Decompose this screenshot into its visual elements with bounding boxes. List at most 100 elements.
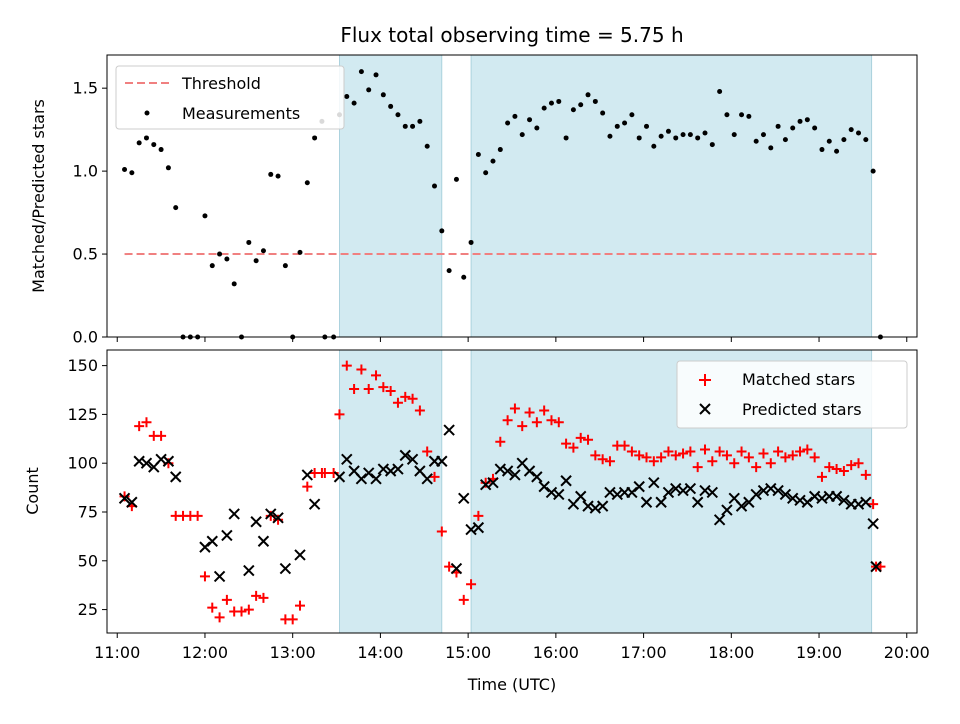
matched-star-marker	[583, 434, 594, 445]
matched-star-marker	[553, 417, 564, 428]
matched-star-marker	[838, 466, 849, 477]
measurement-point	[527, 117, 533, 123]
matched-star-marker	[743, 452, 754, 463]
shaded-region-1	[470, 54, 873, 338]
predicted-star-marker	[801, 496, 814, 508]
x-axis-label: Time (UTC)	[467, 675, 556, 694]
predicted-star-marker	[867, 517, 879, 530]
predicted-star-marker	[355, 473, 368, 485]
predicted-star-marker	[450, 562, 463, 575]
measurement-point	[775, 123, 781, 129]
matched-star-marker	[258, 592, 269, 603]
measurement-point	[826, 138, 832, 144]
measurement-point	[548, 100, 554, 106]
matched-star-marker	[758, 448, 769, 459]
predicted-star-marker	[436, 455, 448, 467]
matched-star-marker	[509, 403, 520, 414]
measurement-point	[768, 145, 774, 151]
predicted-star-marker	[228, 508, 240, 520]
matched-star-marker	[714, 446, 725, 457]
matched-star-marker	[729, 458, 740, 469]
measurement-point	[395, 112, 401, 118]
matched-star-marker	[341, 360, 352, 371]
measurement-point	[782, 137, 788, 143]
predicted-star-marker	[333, 471, 346, 483]
matched-star-marker	[466, 579, 477, 590]
bottom-legend-box	[676, 360, 908, 429]
shaded-region-0	[339, 349, 443, 634]
matched-star-marker	[860, 469, 871, 480]
measurement-point	[848, 127, 854, 133]
predicted-star-marker	[713, 514, 726, 526]
predicted-star-marker	[523, 465, 536, 477]
measurement-point	[143, 135, 149, 141]
measurement-point	[282, 263, 288, 269]
predicted-star-marker	[370, 473, 382, 485]
measurement-point	[224, 256, 230, 262]
measurement-point	[351, 100, 357, 106]
top-legend-box	[115, 65, 345, 130]
legend-measurements-label: Measurements	[182, 104, 300, 123]
predicted-star-marker	[126, 496, 138, 508]
matched-star-marker	[385, 385, 396, 396]
matched-star-marker	[119, 491, 130, 502]
measurement-point	[541, 105, 547, 111]
predicted-star-marker	[633, 480, 645, 493]
matched-star-marker	[816, 471, 827, 482]
legend-predicted-label: Predicted stars	[742, 400, 862, 419]
measurement-point	[297, 249, 303, 255]
predicted-star-marker	[272, 512, 284, 524]
legend-threshold-label: Threshold	[181, 74, 261, 93]
measurement-point	[246, 239, 252, 245]
bottom-x-ticks: 11:00 12:00 13:00 14:00 15:00 16:00 17:00 18:00…	[94, 633, 930, 662]
matched-star-marker	[678, 448, 689, 459]
predicted-star-marker	[199, 541, 211, 553]
x-tick-label: 12:00	[182, 643, 228, 662]
measurement-point	[231, 281, 237, 287]
measurement-point	[585, 92, 591, 98]
measurement-point	[534, 125, 540, 131]
measurement-point	[644, 123, 650, 129]
measurement-point	[505, 120, 511, 126]
matched-star-marker	[141, 417, 152, 428]
predicted-star-marker	[640, 496, 653, 508]
matched-star-marker	[685, 446, 696, 457]
predicted-star-marker	[140, 457, 153, 469]
measurement-point	[841, 137, 847, 143]
predicted-star-marker	[213, 570, 226, 583]
predicted-star-marker	[170, 471, 182, 483]
predicted-star-marker	[458, 492, 470, 505]
matched-star-marker	[236, 606, 247, 617]
matched-star-marker	[407, 393, 418, 404]
matched-star-marker	[199, 571, 210, 582]
predicted-star-marker	[501, 465, 514, 477]
predicted-star-marker	[721, 504, 733, 516]
measurement-point	[578, 102, 584, 108]
bottom-legend: Matched stars Predicted stars	[676, 360, 908, 429]
matched-star-marker	[156, 430, 167, 441]
measurement-point	[834, 148, 840, 154]
matched-star-marker	[495, 436, 506, 447]
measurement-point	[753, 138, 759, 144]
predicted-star-marker	[472, 521, 485, 534]
top-panel: 0.0 0.5 1.0 1.5 Flux total observing time =…	[29, 23, 918, 347]
measurement-point	[475, 152, 481, 158]
measurement-point	[519, 132, 525, 138]
measurement-point	[380, 92, 386, 98]
matched-star-marker	[134, 421, 145, 432]
matched-star-marker	[363, 384, 374, 395]
predicted-star-marker	[779, 488, 792, 501]
matched-star-marker	[641, 452, 652, 463]
measurement-point	[673, 135, 679, 141]
matched-star-marker	[575, 432, 586, 443]
bottom-y-axis-label: Count	[23, 467, 42, 515]
x-tick-label: 15:00	[445, 643, 491, 662]
matched-star-marker	[692, 462, 703, 473]
predicted-star-marker	[221, 529, 233, 542]
matched-star-marker	[378, 382, 389, 393]
measurement-point	[129, 170, 135, 176]
matched-star-marker	[531, 417, 542, 428]
matched-star-marker	[371, 370, 382, 381]
matched-star-marker	[773, 446, 784, 457]
predicted-star-marker	[250, 516, 262, 528]
